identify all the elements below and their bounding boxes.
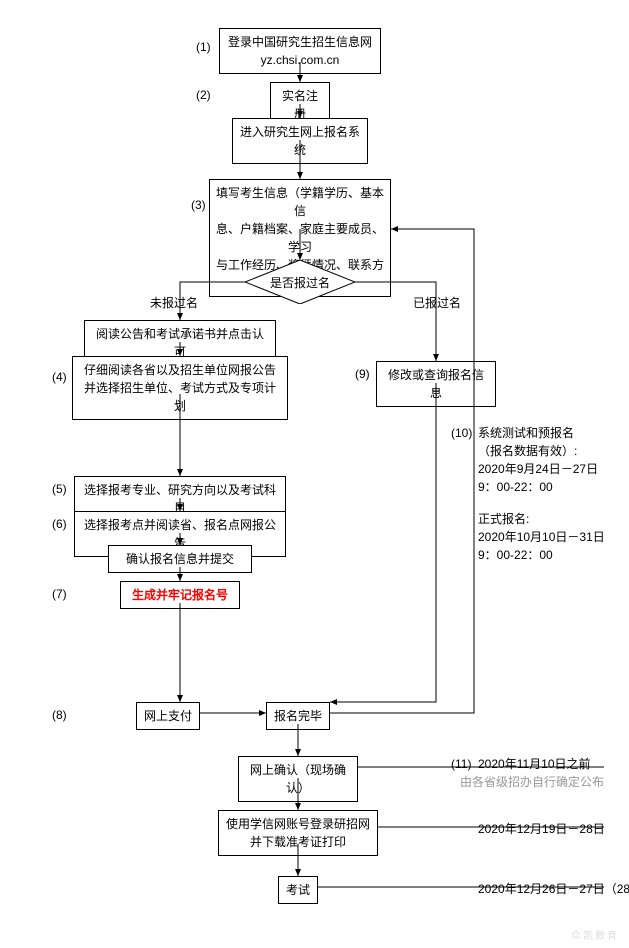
- node-download-ticket: 使用学信网账号登录研招网并下载准考证打印: [218, 810, 378, 856]
- step-label-10: (10): [451, 424, 472, 442]
- node-read-province-text: 仔细阅读各省以及招生单位网报公告并选择招生单位、考试方式及专项计划: [84, 363, 276, 413]
- node-login-text: 登录中国研究生招生信息网yz.chsi.com.cn: [228, 35, 372, 67]
- step-label-7: (7): [52, 585, 67, 603]
- step-label-1: (1): [196, 38, 211, 56]
- node-login: 登录中国研究生招生信息网yz.chsi.com.cn: [219, 28, 381, 74]
- branch-right: 已报过名: [413, 294, 461, 312]
- node-read-province: 仔细阅读各省以及招生单位网报公告并选择招生单位、考试方式及专项计划: [72, 356, 288, 420]
- node-enter-system-text: 进入研究生网上报名系统: [240, 125, 360, 157]
- side-text-11b: 由各省级招办自行确定公布: [460, 773, 604, 791]
- step-label-3: (3): [191, 196, 206, 214]
- watermark: 众凯教育: [571, 927, 619, 942]
- node-register-text: 实名注册: [282, 89, 318, 121]
- node-modify-query-text: 修改或查询报名信息: [388, 368, 484, 400]
- node-confirm-submit: 确认报名信息并提交: [108, 545, 252, 573]
- side-text-10a: 系统测试和预报名（报名数据有效）:2020年9月24日－27日9：00-22：0…: [478, 424, 598, 496]
- node-generate-id-text: 生成并牢记报名号: [132, 588, 228, 602]
- node-exam: 考试: [278, 876, 318, 904]
- step-label-2: (2): [196, 86, 211, 104]
- node-onsite-confirm-text: 网上确认（现场确认）: [250, 763, 346, 795]
- side-text-12: 2020年12月19日－28日: [478, 820, 605, 838]
- node-enter-system: 进入研究生网上报名系统: [232, 118, 368, 164]
- node-reg-done: 报名完毕: [266, 702, 330, 730]
- step-label-6: (6): [52, 515, 67, 533]
- node-read-notice-text: 阅读公告和考试承诺书并点击认可: [96, 327, 264, 359]
- side-text-10b: 正式报名:2020年10月10日－31日9：00-22：00: [478, 510, 605, 564]
- node-modify-query: 修改或查询报名信息: [376, 361, 496, 407]
- decision-diamond: 是否报过名: [245, 260, 355, 304]
- step-label-5: (5): [52, 480, 67, 498]
- node-generate-id: 生成并牢记报名号: [120, 581, 240, 609]
- node-confirm-submit-text: 确认报名信息并提交: [126, 552, 234, 566]
- step-label-4: (4): [52, 368, 67, 386]
- node-exam-text: 考试: [286, 883, 310, 897]
- branch-left: 未报过名: [150, 294, 198, 312]
- node-reg-done-text: 报名完毕: [274, 709, 322, 723]
- node-onsite-confirm: 网上确认（现场确认）: [238, 756, 358, 802]
- node-download-ticket-text: 使用学信网账号登录研招网并下载准考证打印: [226, 817, 370, 849]
- decision-text: 是否报过名: [245, 274, 355, 291]
- step-label-9: (9): [355, 365, 370, 383]
- node-pay-online: 网上支付: [136, 702, 200, 730]
- side-text-13: 2020年12月26日－27日（28日）: [478, 880, 629, 898]
- step-label-8: (8): [52, 706, 67, 724]
- step-label-11: (11): [451, 755, 471, 773]
- side-text-11a: 2020年11月10日之前: [478, 755, 591, 773]
- node-pay-online-text: 网上支付: [144, 709, 192, 723]
